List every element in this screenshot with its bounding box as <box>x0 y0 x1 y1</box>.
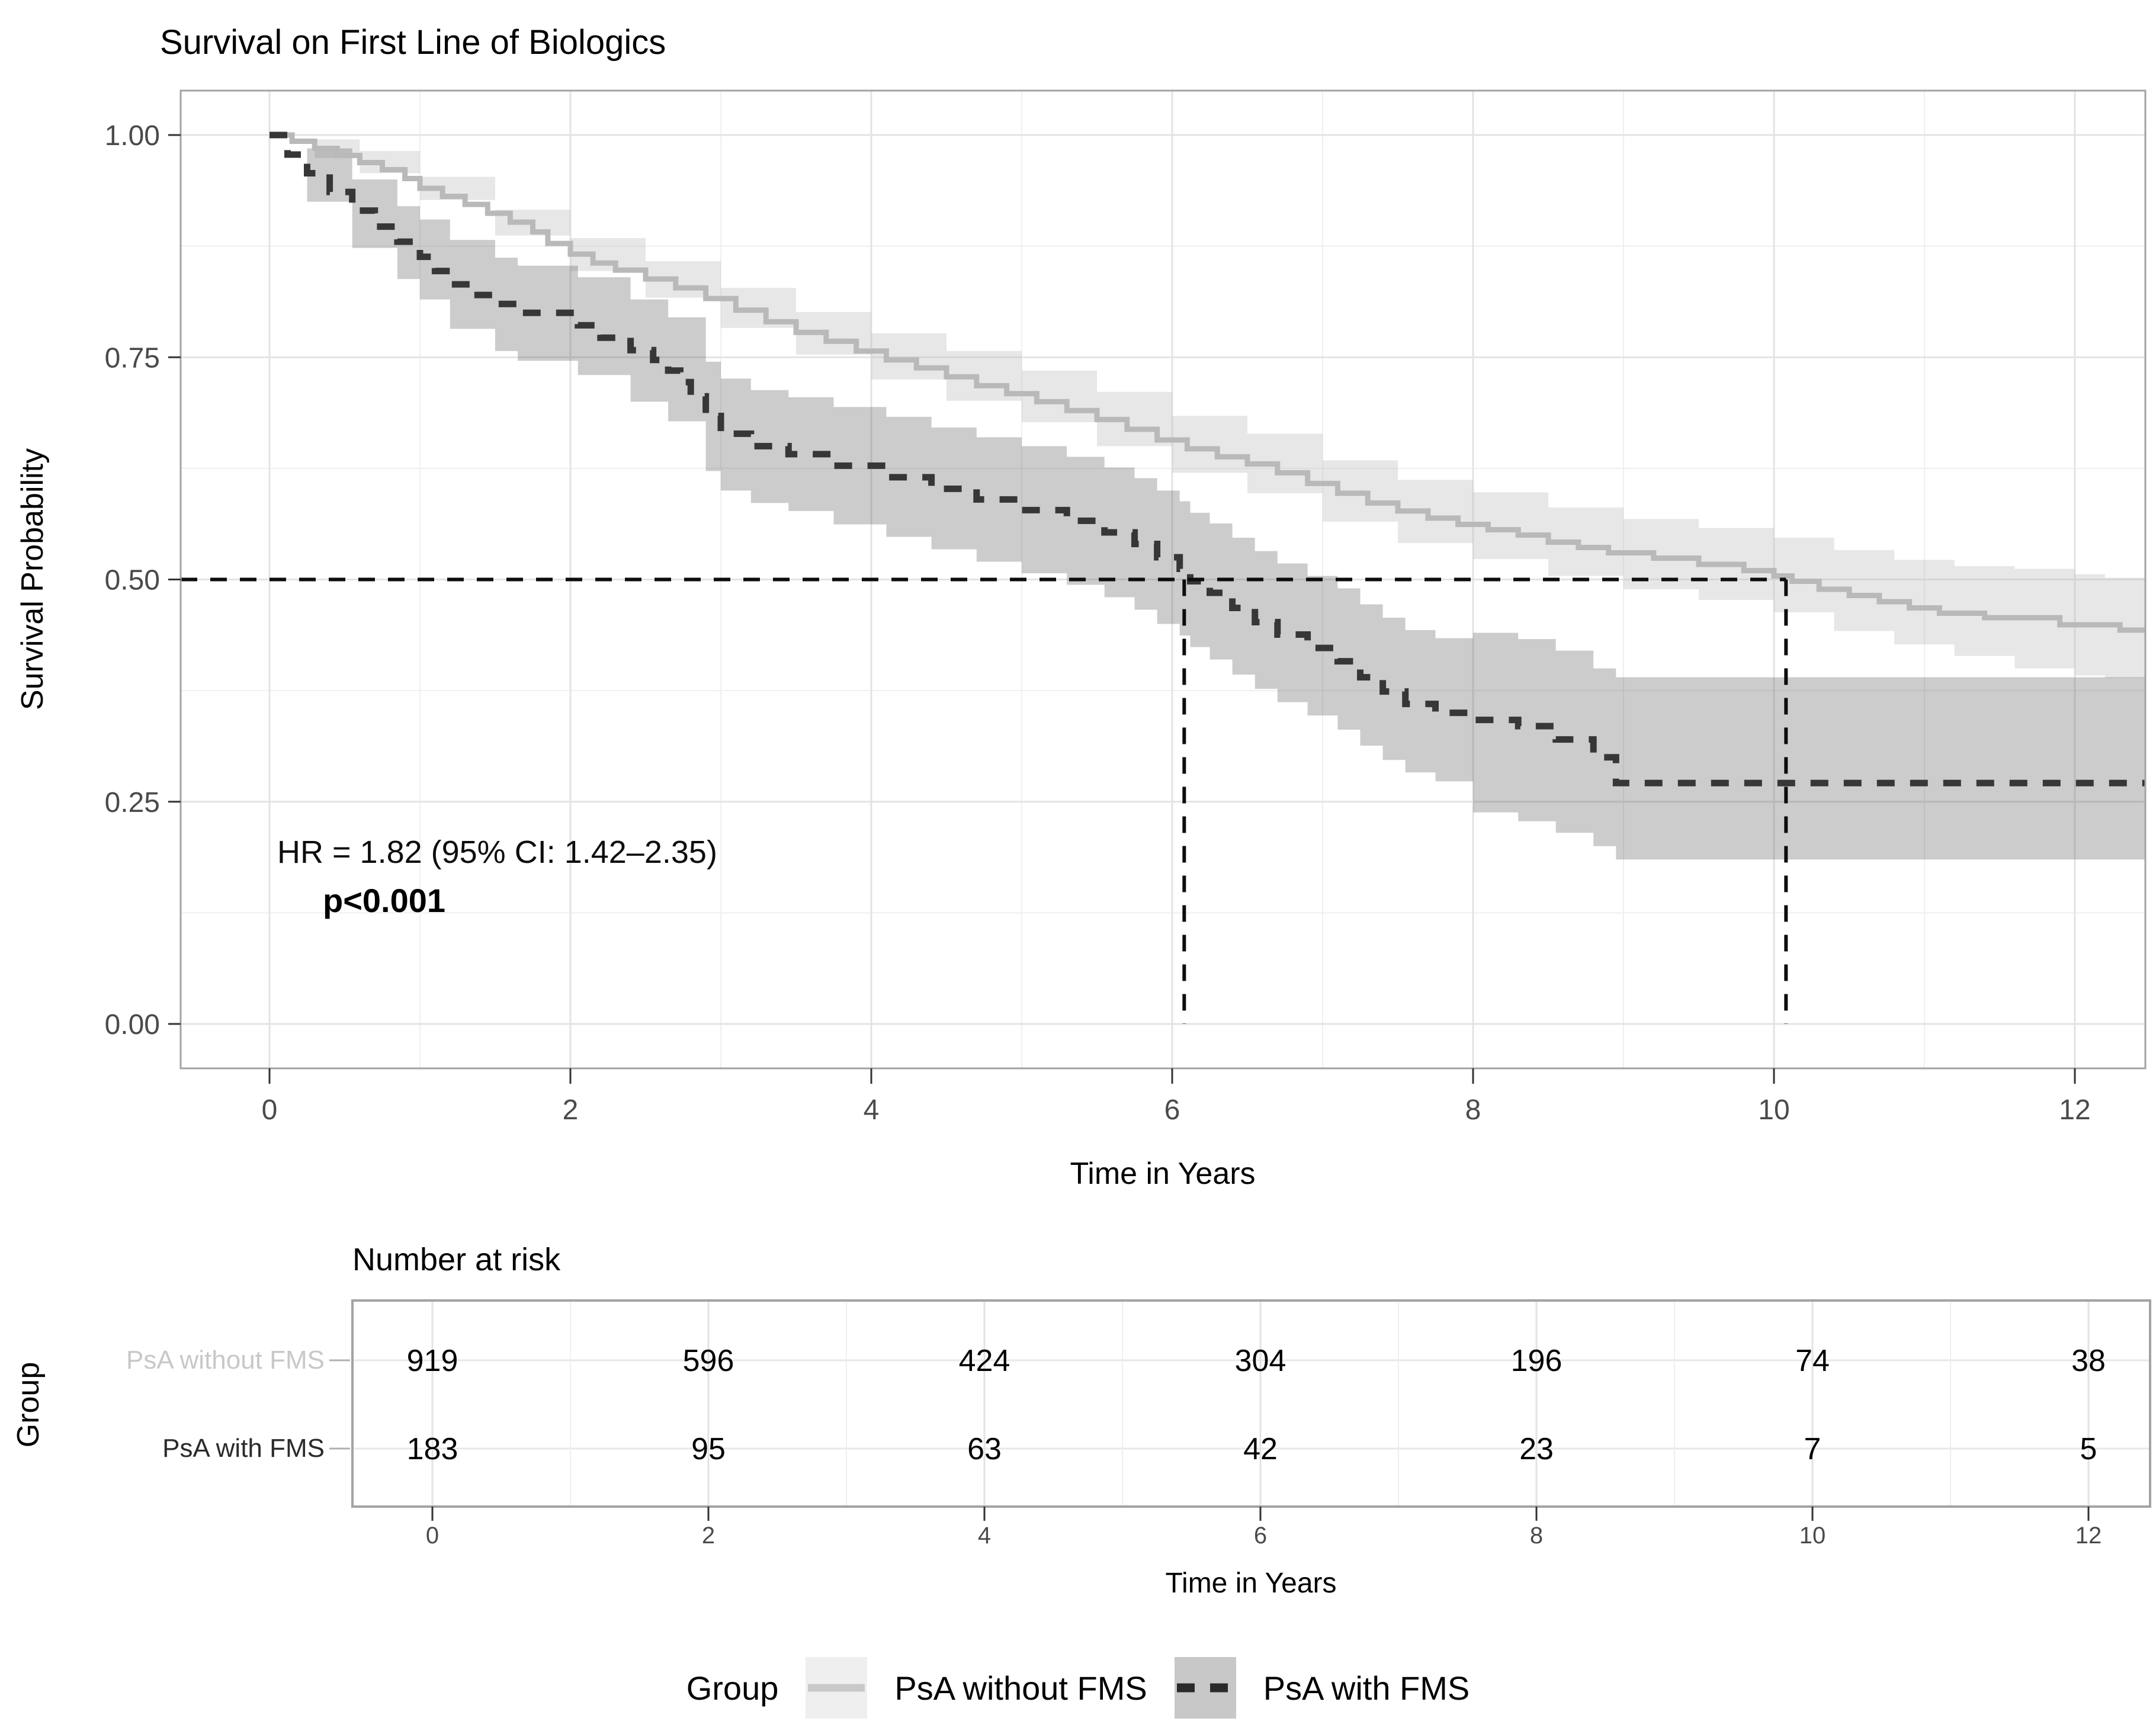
x-tick-label: 12 <box>2059 1094 2090 1126</box>
risk-count: 23 <box>1519 1432 1554 1466</box>
x-tick-label: 8 <box>1465 1094 1481 1126</box>
ci-band-with-fms <box>270 135 2145 860</box>
risk-count: 74 <box>1795 1344 1830 1378</box>
risk-table-title: Number at risk <box>352 1242 561 1277</box>
y-tick-label: 1.00 <box>105 120 160 152</box>
risk-count: 304 <box>1235 1344 1286 1378</box>
risk-x-tick-label: 10 <box>1799 1523 1826 1549</box>
main-axis-ticks: 0.00 0.25 0.50 0.75 1.00 0 2 4 6 8 10 12 <box>105 120 2091 1126</box>
x-axis-label-main: Time in Years <box>1070 1157 1256 1191</box>
y-tick-label: 0.75 <box>105 342 160 374</box>
x-tick-label: 0 <box>262 1094 278 1126</box>
series-layer <box>270 131 2145 860</box>
x-tick-label: 10 <box>1758 1094 1789 1126</box>
plot-title: Survival on First Line of Biologics <box>160 23 666 62</box>
median-reference-lines <box>181 577 1788 1024</box>
risk-table-group-axis-label: Group <box>11 1361 46 1448</box>
p-value-annotation: p<0.001 <box>323 882 446 919</box>
y-axis-label: Survival Probability <box>15 448 50 711</box>
risk-count: 183 <box>407 1432 458 1466</box>
dashed-line-icon <box>1176 1683 1234 1693</box>
x-tick-label: 4 <box>864 1094 880 1126</box>
solid-line-icon <box>808 1684 865 1692</box>
risk-count: 63 <box>967 1432 1002 1466</box>
survival-curve-with-fms <box>270 131 2145 786</box>
legend-label-without-fms: PsA without FMS <box>894 1669 1147 1707</box>
risk-x-tick-label: 0 <box>426 1523 439 1549</box>
risk-count: 7 <box>1804 1432 1821 1466</box>
risk-x-tick-label: 12 <box>2075 1523 2102 1549</box>
legend-title: Group <box>686 1669 779 1707</box>
survival-curve-without-fms <box>270 132 2145 633</box>
risk-count: 596 <box>683 1344 734 1378</box>
risk-count: 919 <box>407 1344 458 1378</box>
risk-count: 95 <box>691 1432 726 1466</box>
legend-key-solid-line-icon <box>806 1657 868 1719</box>
risk-x-tick-label: 6 <box>1254 1523 1267 1549</box>
legend-label-with-fms: PsA with FMS <box>1263 1669 1470 1707</box>
x-axis-label-risk-table: Time in Years <box>1165 1568 1337 1599</box>
risk-count: 38 <box>2071 1344 2106 1378</box>
ci-band-without-fms <box>270 135 2145 679</box>
risk-x-tick-label: 8 <box>1530 1523 1543 1549</box>
risk-row-label-with-fms: PsA with FMS <box>162 1434 325 1463</box>
risk-x-tick-label: 4 <box>978 1523 991 1549</box>
risk-panel-border <box>351 1299 2151 1508</box>
legend: Group PsA without FMS PsA with FMS <box>0 1657 2156 1719</box>
risk-count: 42 <box>1243 1432 1278 1466</box>
risk-table: 919 596 424 304 196 74 38 183 95 63 42 23 7 5 0 2 4 6 8 10 1… <box>329 1299 2151 1549</box>
y-tick-label: 0.00 <box>105 1009 160 1041</box>
risk-row-label-without-fms: PsA without FMS <box>126 1346 325 1375</box>
x-tick-label: 2 <box>563 1094 579 1126</box>
risk-count: 196 <box>1511 1344 1563 1378</box>
y-tick-label: 0.25 <box>105 787 160 818</box>
hazard-ratio-annotation: HR = 1.82 (95% CI: 1.42–2.35) <box>277 834 717 870</box>
risk-count: 5 <box>2080 1432 2097 1466</box>
risk-x-tick-label: 2 <box>702 1523 715 1549</box>
x-tick-label: 6 <box>1164 1094 1180 1126</box>
risk-count: 424 <box>959 1344 1010 1378</box>
y-tick-label: 0.50 <box>105 565 160 596</box>
legend-key-dashed-line-icon <box>1174 1657 1236 1719</box>
